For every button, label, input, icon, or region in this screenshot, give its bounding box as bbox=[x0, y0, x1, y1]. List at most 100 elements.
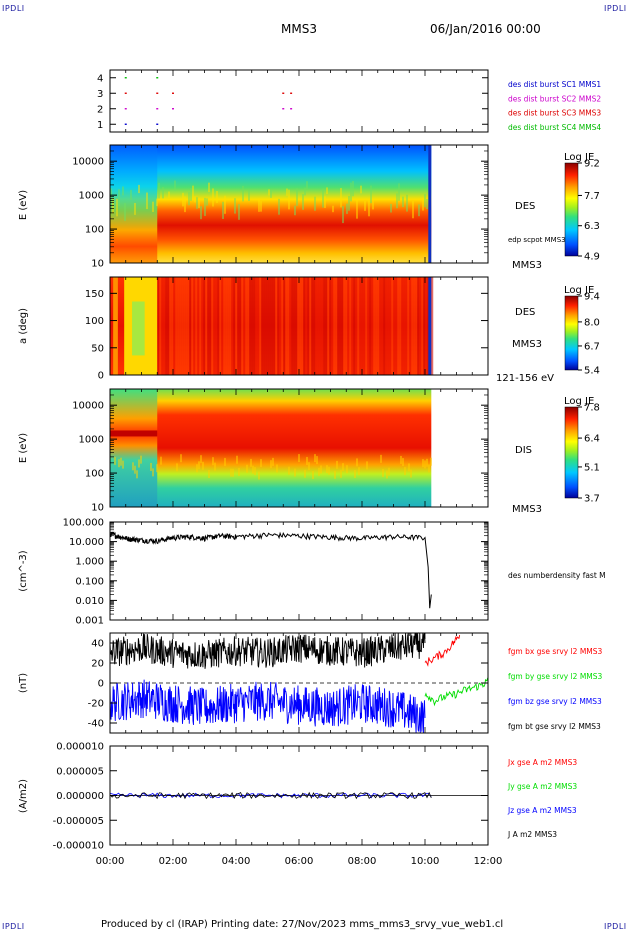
dis-energy-texture bbox=[388, 467, 390, 476]
des-pitch-texture bbox=[291, 277, 294, 375]
des-pitch-texture bbox=[247, 277, 250, 375]
des-energy-texture bbox=[360, 185, 362, 194]
dis-energy-texture bbox=[118, 459, 120, 468]
current-series-4 bbox=[109, 791, 432, 800]
des-energy-texture bbox=[348, 195, 350, 211]
bfield-series-2 bbox=[424, 677, 489, 707]
des-pitch-texture bbox=[297, 277, 300, 375]
des-energy-texture bbox=[286, 188, 288, 196]
dis-energy-texture bbox=[232, 468, 234, 477]
ytick-label: -40 bbox=[88, 719, 104, 730]
des-pitch-texture bbox=[305, 277, 308, 375]
des-energy-texture bbox=[342, 206, 344, 224]
des-pitch-texture bbox=[295, 277, 298, 375]
dis-energy-texture bbox=[314, 454, 316, 463]
des-pitch-texture bbox=[217, 277, 220, 375]
des-energy-texture bbox=[288, 189, 290, 210]
dis-energy-texture bbox=[340, 469, 342, 478]
des-energy-texture bbox=[294, 205, 296, 216]
des-pitch-texture bbox=[359, 277, 362, 375]
des-energy-texture bbox=[372, 200, 374, 210]
des-energy-texture bbox=[174, 180, 176, 191]
des-energy-texture bbox=[332, 205, 334, 213]
ytick-label: -20 bbox=[88, 699, 104, 710]
des-energy-texture bbox=[304, 187, 306, 196]
dis-energy-texture bbox=[410, 469, 412, 478]
dis-energy-ylabel: E (eV) bbox=[18, 433, 29, 463]
des-pitch-texture bbox=[265, 277, 268, 375]
des-energy-texture bbox=[198, 198, 200, 209]
dis-energy-texture bbox=[258, 471, 260, 480]
ytick-label: 10000 bbox=[72, 401, 104, 412]
des-pitch-texture bbox=[333, 277, 336, 375]
des-pitch-texture bbox=[275, 277, 278, 375]
colorbar-tick-label: 6.4 bbox=[584, 434, 600, 445]
des-pitch-texture bbox=[313, 277, 316, 375]
des-energy-texture bbox=[138, 184, 140, 194]
dis-energy-texture bbox=[334, 470, 336, 479]
dis-energy-colorbar-ticks: 7.8 6.4 5.1 3.7 bbox=[578, 403, 600, 505]
des-pitch-texture bbox=[163, 277, 166, 375]
burst-mark-3-0 bbox=[124, 92, 127, 94]
des-pitch-texture bbox=[331, 277, 334, 375]
burst-mark-3-2 bbox=[172, 92, 174, 94]
des-pitch-texture bbox=[177, 277, 180, 375]
current-legend-item-1: Jx gse A m2 MMS3 bbox=[507, 758, 577, 767]
dis-energy-texture bbox=[356, 458, 358, 467]
des-pitch-texture bbox=[403, 277, 406, 375]
dis-energy-texture bbox=[404, 467, 406, 476]
des-pitch-texture bbox=[157, 277, 160, 375]
des-energy-texture bbox=[158, 182, 160, 199]
des-pitch-texture bbox=[383, 277, 386, 375]
des-energy-texture bbox=[238, 204, 240, 220]
des-energy-texture bbox=[258, 198, 260, 212]
des-energy-texture bbox=[118, 189, 120, 207]
burst-legend-item-1: des dist burst SC1 MMS1 bbox=[508, 80, 601, 89]
ytick-label: 10 bbox=[91, 259, 104, 270]
dis-energy-texture bbox=[200, 455, 202, 464]
dis-energy-heatmap bbox=[110, 389, 432, 507]
des-energy-texture bbox=[350, 182, 352, 202]
des-pitch-texture bbox=[421, 277, 424, 375]
des-pitch-texture bbox=[245, 277, 248, 375]
dis-energy-texture bbox=[212, 457, 214, 466]
des-pitch-texture bbox=[209, 277, 212, 375]
des-pitch-ylabel: a (deg) bbox=[18, 308, 29, 344]
burst-mark-1-0 bbox=[124, 123, 127, 125]
dis-energy-texture bbox=[316, 456, 318, 465]
colorbar-tick-label: 9.4 bbox=[584, 292, 600, 303]
ytick-label: 0 bbox=[98, 679, 104, 690]
des-energy-texture bbox=[130, 189, 132, 200]
burst-mark-4-0 bbox=[124, 77, 127, 79]
des-pitch-texture bbox=[201, 277, 204, 375]
des-pitch-texture bbox=[427, 277, 430, 375]
des-pitch-texture bbox=[375, 277, 378, 375]
des-pitch-texture bbox=[415, 277, 418, 375]
des-pitch-heatmap bbox=[110, 277, 434, 375]
des-energy-edge bbox=[428, 145, 432, 263]
dis-energy-texture bbox=[328, 466, 330, 475]
bfield-traces bbox=[109, 632, 489, 734]
dis-energy-texture bbox=[428, 464, 430, 473]
des-energy-texture bbox=[222, 201, 224, 219]
des-pitch-texture bbox=[335, 277, 338, 375]
dis-energy-texture bbox=[342, 463, 344, 472]
dis-energy-texture bbox=[358, 467, 360, 476]
dis-energy-texture bbox=[408, 463, 410, 472]
des-pitch-texture bbox=[273, 277, 276, 375]
ytick-label: 10.000 bbox=[69, 537, 104, 548]
burst-mark-1-1 bbox=[156, 123, 159, 125]
dis-energy-texture bbox=[306, 456, 308, 465]
colorbar-tick-label: 5.1 bbox=[584, 462, 600, 473]
des-pitch-texture bbox=[369, 277, 372, 375]
des-pitch-texture bbox=[191, 277, 194, 375]
colorbar-tick-label: 4.9 bbox=[584, 252, 600, 263]
xtick-label: 04:00 bbox=[222, 856, 251, 867]
des-pitch-texture bbox=[329, 277, 332, 375]
des-pitch-texture bbox=[389, 277, 392, 375]
des-energy-texture bbox=[212, 188, 214, 207]
dis-energy-texture bbox=[270, 460, 272, 469]
panel-dis-energy: 10 100 1000 10000 E (eV) DIS MMS3 Log JE 7.… bbox=[18, 388, 600, 515]
des-pitch-texture bbox=[315, 277, 318, 375]
des-pitch-texture bbox=[417, 277, 420, 375]
